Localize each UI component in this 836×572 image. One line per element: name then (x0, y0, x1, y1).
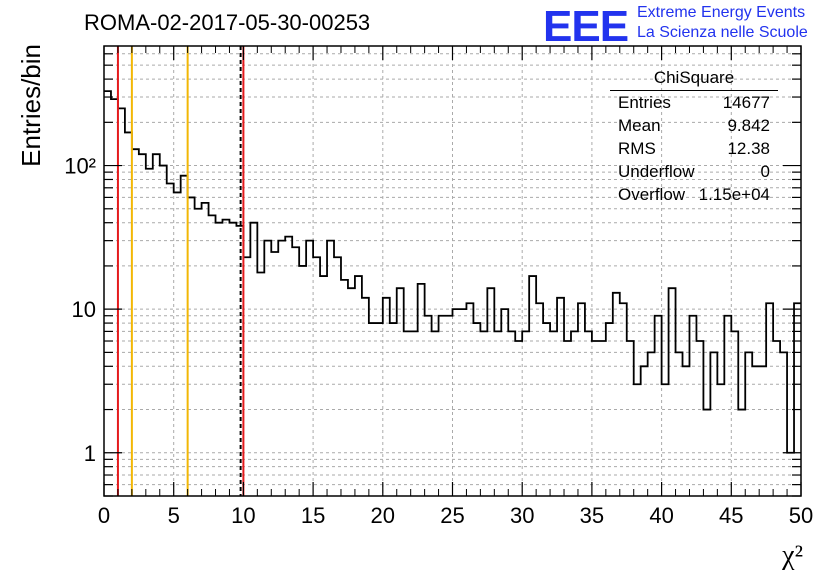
stats-row-entries: Entries 14677 (610, 93, 778, 116)
x-tick-label: 25 (440, 503, 464, 528)
stats-row-rms: RMS 12.38 (610, 139, 778, 162)
stats-title: ChiSquare (610, 68, 778, 91)
x-axis-label: χ² (781, 540, 803, 571)
stats-row-overflow: Overflow 1.15e+04 (610, 185, 778, 208)
stats-key: Mean (618, 116, 661, 135)
eee-logo: EEE (543, 2, 629, 51)
x-tick-label: 5 (168, 503, 180, 528)
stats-key: Underflow (618, 162, 695, 181)
stats-value: 0 (760, 162, 770, 181)
y-tick-label: 10² (64, 154, 96, 179)
stats-key: RMS (618, 139, 656, 158)
stats-value: 14677 (722, 93, 770, 112)
stats-row-mean: Mean 9.842 (610, 116, 778, 139)
x-tick-label: 35 (580, 503, 604, 528)
x-tick-label: 50 (789, 503, 813, 528)
x-tick-label: 40 (649, 503, 673, 528)
logo-text-line1: Extreme Energy Events (637, 4, 806, 21)
x-tick-label: 0 (98, 503, 110, 528)
stats-key: Entries (618, 93, 671, 112)
stats-row-underflow: Underflow 0 (610, 162, 778, 185)
chart-title: ROMA-02-2017-05-30-00253 (84, 10, 371, 35)
grid (104, 46, 801, 497)
histogram-outline (104, 90, 801, 454)
x-tick-label: 30 (510, 503, 534, 528)
x-tick-label: 45 (719, 503, 743, 528)
cut-lines (116, 46, 245, 496)
axis-labels: 0 5 10 15 20 25 30 35 40 45 50 1 10 10² χ² Entries/bin (16, 44, 813, 571)
x-tick-label: 15 (301, 503, 325, 528)
x-tick-label: 20 (371, 503, 395, 528)
y-axis-label: Entries/bin (16, 44, 46, 167)
stats-value: 9.842 (727, 116, 770, 135)
logo-text-line2: La Scienza nelle Scuole (637, 24, 808, 41)
stats-box: ChiSquare Entries 14677 Mean 9.842 RMS 1… (610, 68, 778, 208)
stats-value: 12.38 (727, 139, 770, 158)
stats-key: Overflow (618, 185, 686, 204)
y-tick-label: 10 (72, 297, 96, 322)
stats-value: 1.15e+04 (698, 185, 770, 204)
histogram (104, 90, 801, 454)
x-tick-label: 10 (231, 503, 255, 528)
axis-ticks (103, 46, 802, 497)
y-tick-label: 1 (84, 441, 96, 466)
